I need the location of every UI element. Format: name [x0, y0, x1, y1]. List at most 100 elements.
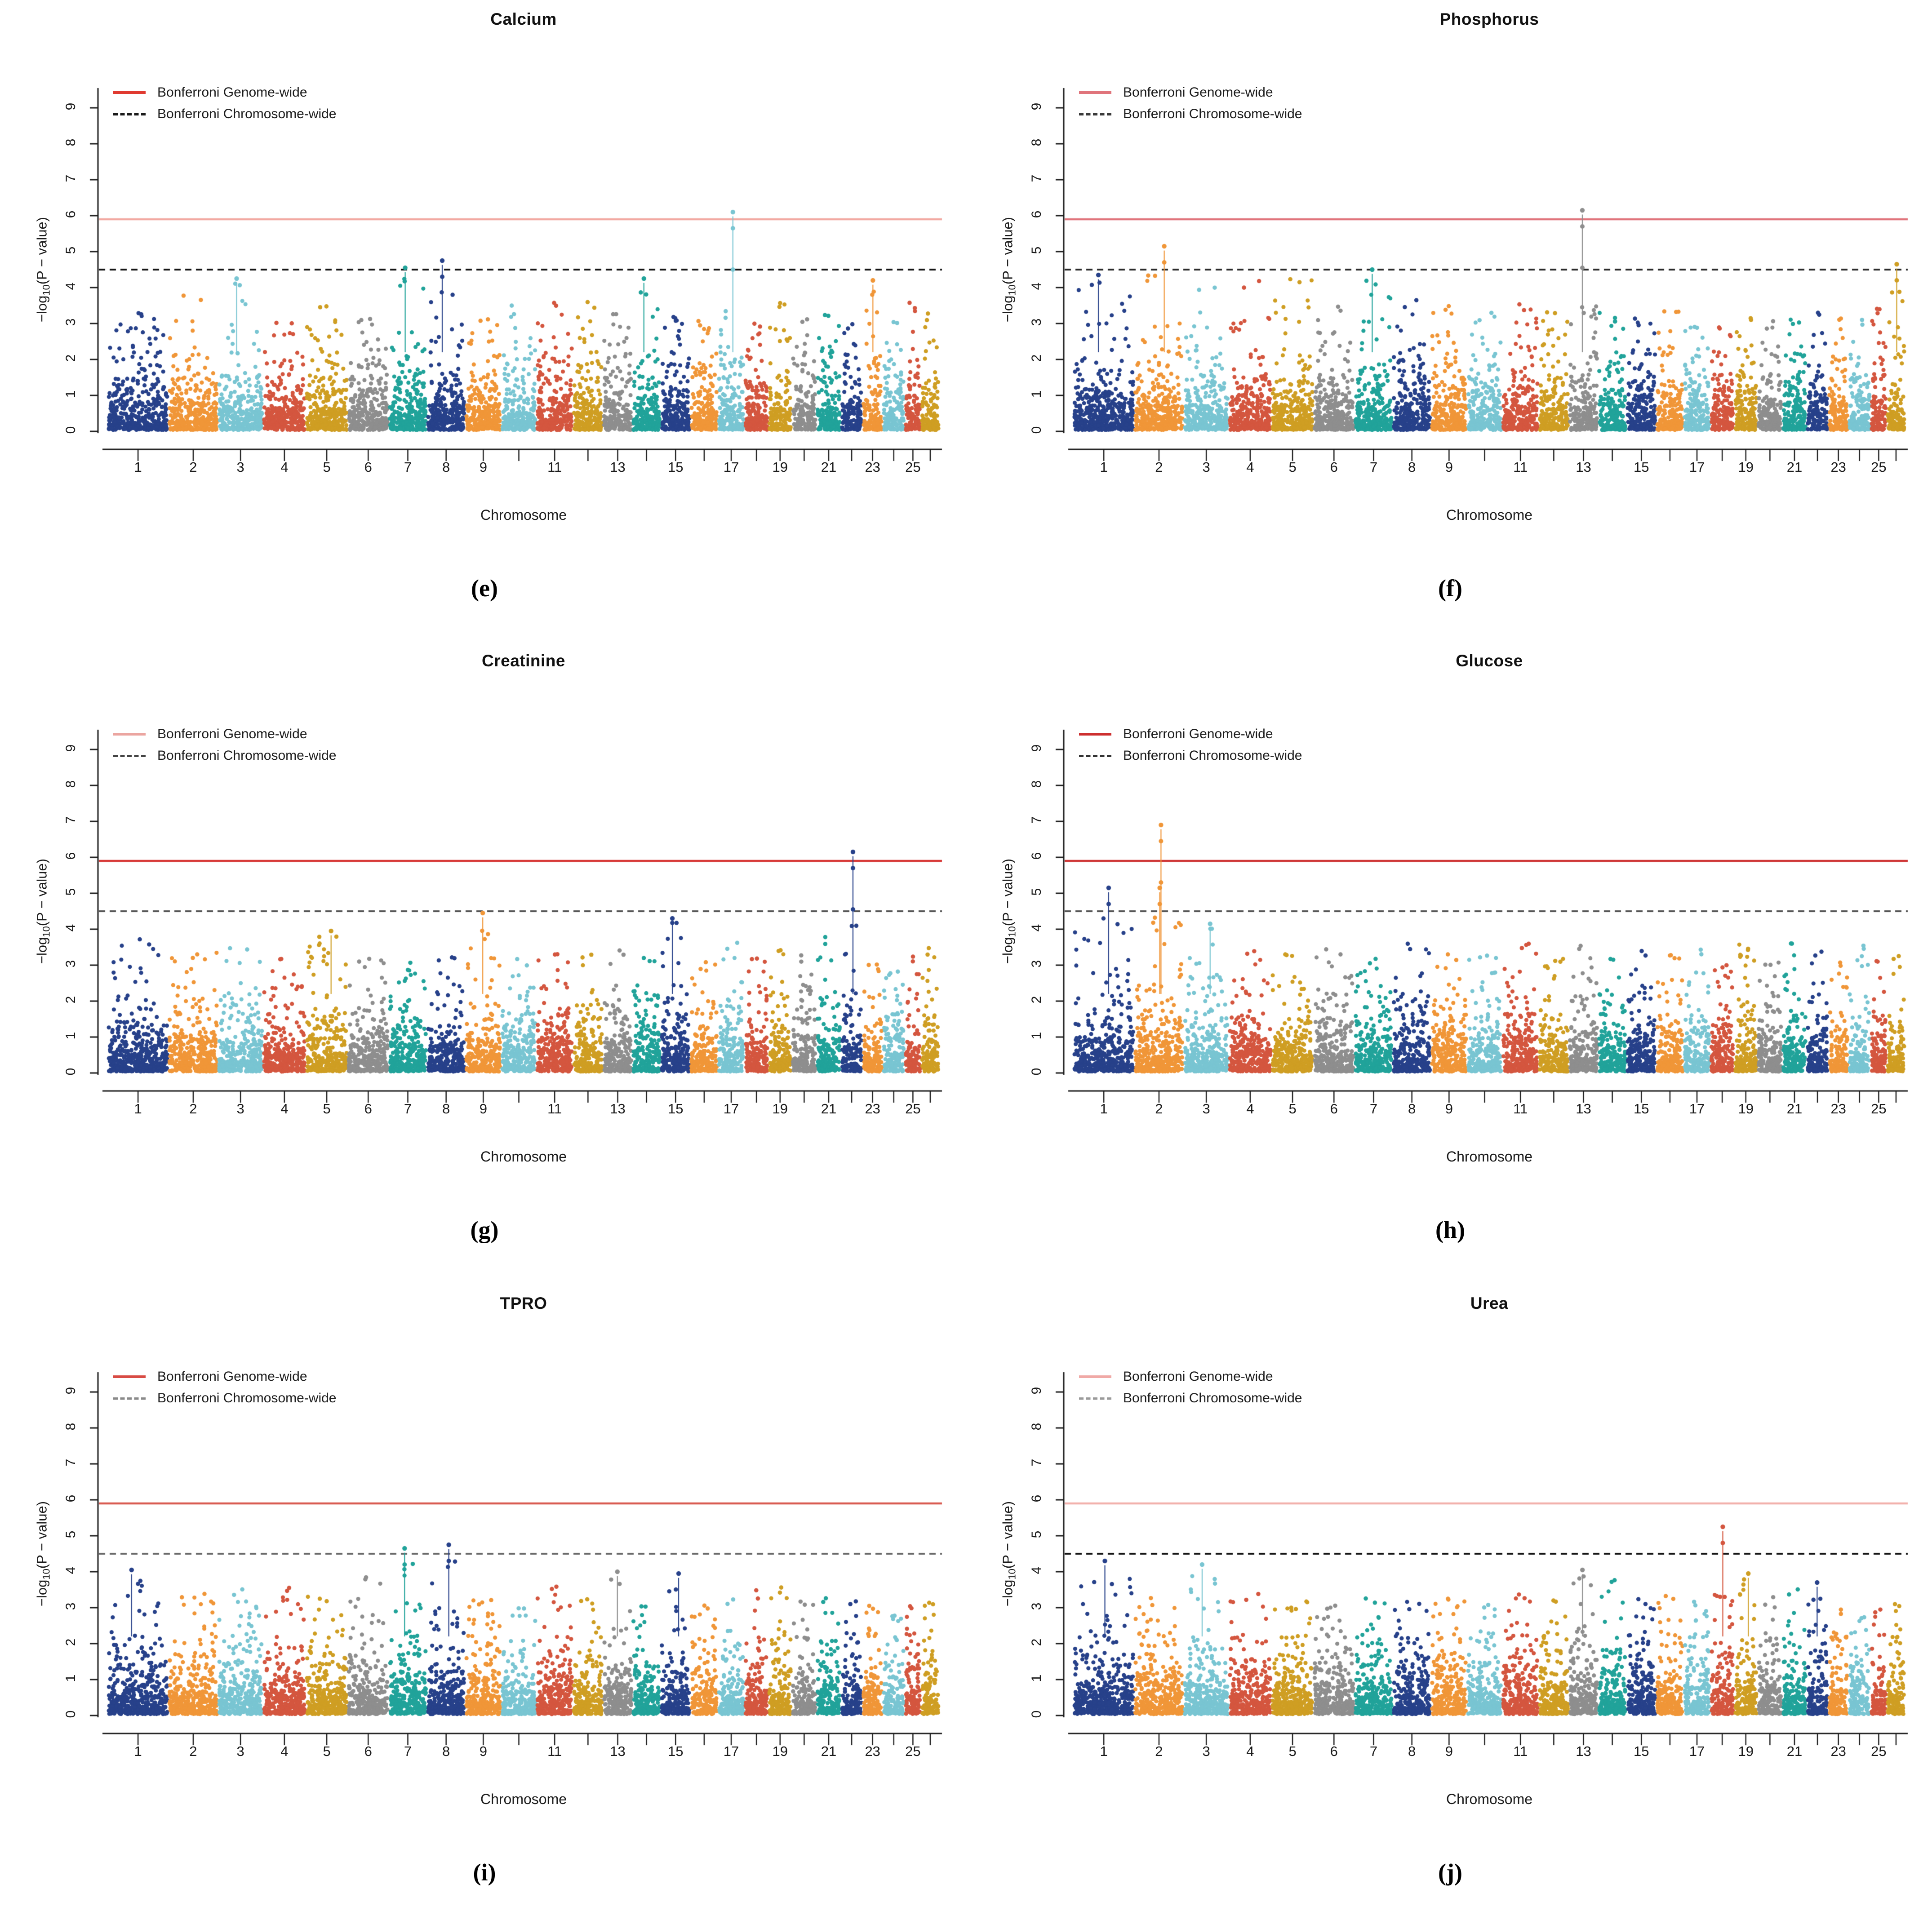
legend-genome-label: Bonferroni Genome-wide [157, 1369, 307, 1384]
chromosome-wide-line-swatch [113, 1397, 146, 1400]
x-tick-label: 2 [1155, 1743, 1163, 1759]
y-tick-label: 8 [1029, 780, 1044, 788]
chromosome-wide-line-swatch [113, 754, 146, 757]
y-tick-label: 6 [63, 852, 78, 860]
legend-chromosome-label: Bonferroni Chromosome-wide [1123, 1391, 1302, 1405]
x-tick-label: 5 [323, 459, 331, 475]
y-tick-label: 9 [1029, 744, 1044, 752]
subplot-tpro: TPRO Bonferroni Genome-wide Bonferroni C… [0, 1284, 966, 1924]
y-tick-label: 9 [63, 1387, 78, 1395]
x-tick-label: 6 [1330, 1743, 1338, 1759]
x-tick-label: 6 [364, 1101, 372, 1117]
y-tick-label: 5 [1029, 888, 1044, 896]
y-tick-label: 0 [1029, 1068, 1044, 1076]
subplot-calcium: Calcium Bonferroni Genome-wide Bonferron… [0, 0, 966, 640]
x-tick-label: 8 [442, 1743, 450, 1759]
x-tick-label: 9 [479, 459, 487, 475]
x-tick-label: 4 [1246, 459, 1254, 475]
legend: Bonferroni Genome-wide Bonferroni Chromo… [113, 1366, 337, 1409]
x-tick-label: 7 [1369, 459, 1378, 475]
x-tick-label: 8 [442, 1101, 450, 1117]
x-tick-label: 1 [1100, 1101, 1108, 1117]
x-tick-label: 25 [1871, 1743, 1887, 1759]
panel-letter: (g) [470, 1216, 499, 1243]
x-axis-label: Chromosome [480, 1791, 567, 1807]
x-tick-label: 5 [1288, 459, 1297, 475]
x-tick-label: 15 [668, 459, 684, 475]
x-tick-label: 11 [547, 1743, 562, 1759]
x-tick-label: 5 [323, 1101, 331, 1117]
x-axis-label: Chromosome [480, 1148, 567, 1165]
x-tick-label: 9 [479, 1101, 487, 1117]
x-tick-label: 17 [723, 1743, 739, 1759]
x-tick-label: 23 [865, 1101, 880, 1117]
x-axis-label: Chromosome [1446, 1791, 1533, 1807]
y-tick-label: 1 [63, 1032, 78, 1040]
x-tick-label: 2 [189, 1101, 197, 1117]
x-tick-label: 13 [610, 459, 626, 475]
x-tick-label: 6 [1330, 459, 1338, 475]
y-tick-label: 8 [63, 780, 78, 788]
x-tick-label: 19 [772, 1743, 788, 1759]
x-axis-label: Chromosome [1446, 507, 1533, 523]
x-tick-label: 15 [1634, 1743, 1649, 1759]
legend: Bonferroni Genome-wide Bonferroni Chromo… [1079, 1366, 1302, 1409]
legend-chromosome-label: Bonferroni Chromosome-wide [1123, 748, 1302, 763]
x-tick-label: 1 [134, 1743, 142, 1759]
x-tick-label: 15 [668, 1743, 684, 1759]
y-tick-label: 5 [63, 888, 78, 896]
y-tick-label: 4 [1029, 1566, 1044, 1574]
x-tick-label: 13 [610, 1101, 626, 1117]
x-tick-label: 13 [1576, 1743, 1591, 1759]
y-tick-label: 2 [1029, 1638, 1044, 1646]
x-tick-label: 11 [547, 459, 562, 475]
x-tick-label: 4 [280, 1101, 289, 1117]
subplot-glucose: Glucose Bonferroni Genome-wide Bonferron… [966, 642, 1932, 1281]
x-tick-label: 9 [1445, 459, 1453, 475]
x-tick-label: 1 [1100, 459, 1108, 475]
x-tick-label: 8 [442, 459, 450, 475]
y-tick-label: 4 [63, 1566, 78, 1574]
legend-genome-label: Bonferroni Genome-wide [157, 85, 307, 100]
chromosome-wide-line-swatch [113, 113, 146, 115]
x-tick-label: 5 [1288, 1101, 1297, 1117]
y-tick-label: 1 [1029, 1674, 1044, 1682]
panel-letter: (e) [471, 575, 498, 602]
y-tick-label: 2 [1029, 354, 1044, 362]
x-tick-label: 23 [865, 1743, 880, 1759]
panel-letter: (f) [1438, 575, 1462, 602]
x-tick-label: 9 [1445, 1743, 1453, 1759]
y-tick-label: 6 [1029, 210, 1044, 218]
x-tick-label: 5 [1288, 1743, 1297, 1759]
x-tick-label: 23 [1830, 1743, 1846, 1759]
y-tick-label: 9 [63, 102, 78, 111]
x-tick-label: 7 [1369, 1743, 1378, 1759]
manhattan-canvas-urea [966, 1284, 1932, 1924]
y-tick-label: 2 [63, 996, 78, 1004]
subplot-urea: Urea Bonferroni Genome-wide Bonferroni C… [966, 1284, 1932, 1924]
x-tick-label: 13 [610, 1743, 626, 1759]
y-tick-label: 6 [1029, 1494, 1044, 1503]
x-tick-label: 17 [1689, 459, 1705, 475]
genome-wide-line-swatch [113, 733, 146, 736]
x-tick-label: 5 [323, 1743, 331, 1759]
x-tick-label: 17 [723, 459, 739, 475]
x-tick-label: 25 [905, 1743, 921, 1759]
y-tick-label: 9 [63, 744, 78, 752]
y-tick-label: 0 [1029, 426, 1044, 434]
x-tick-label: 11 [547, 1101, 562, 1117]
legend-chromosome-label: Bonferroni Chromosome-wide [157, 1391, 337, 1405]
legend: Bonferroni Genome-wide Bonferroni Chromo… [1079, 82, 1302, 125]
y-tick-label: 3 [1029, 1602, 1044, 1610]
y-tick-label: 3 [1029, 318, 1044, 326]
y-tick-label: 1 [63, 390, 78, 398]
y-tick-label: 7 [63, 174, 78, 182]
x-tick-label: 4 [280, 1743, 289, 1759]
x-tick-label: 13 [1576, 459, 1591, 475]
x-tick-label: 21 [821, 1743, 837, 1759]
y-tick-label: 7 [63, 816, 78, 824]
x-tick-label: 23 [1830, 459, 1846, 475]
y-axis-label: −log10(P − value) [34, 1501, 52, 1607]
x-tick-label: 19 [772, 459, 788, 475]
plot-title: TPRO [500, 1294, 547, 1312]
